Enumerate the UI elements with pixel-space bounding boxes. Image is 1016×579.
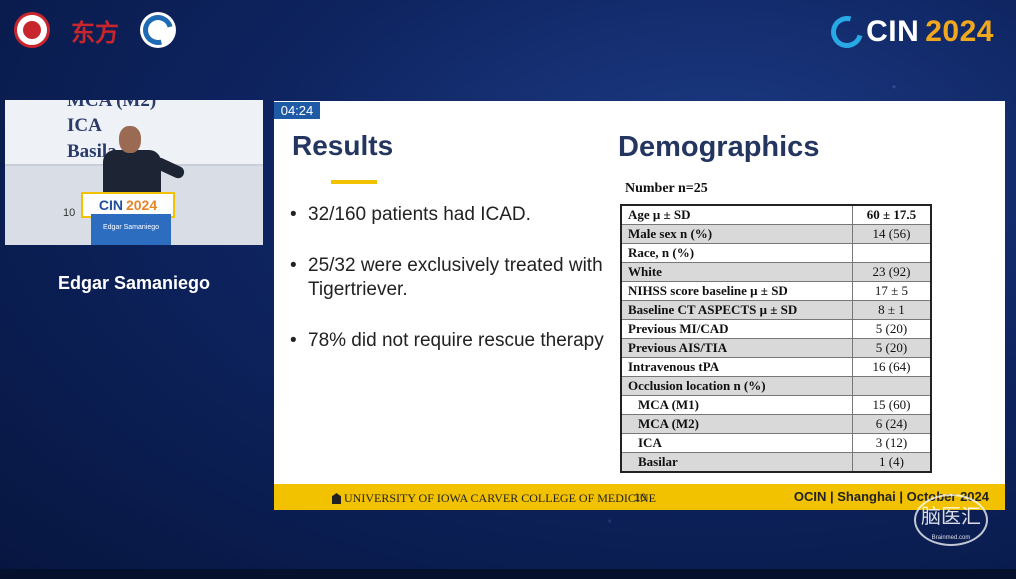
title-accent-bar: [331, 180, 377, 184]
speaker-figure: [103, 126, 187, 194]
bullet-text: 32/160 patients had ICAD.: [308, 204, 531, 225]
hospital-seal-icon: [14, 12, 50, 48]
bullet-item: • 25/32 were exclusively treated with Tig…: [290, 254, 610, 302]
top-logo-bar: 东方: [14, 9, 179, 51]
table-row: Previous MI/CAD 5 (20): [620, 319, 932, 339]
bullet-text: 78% did not require rescue therapy: [308, 330, 604, 351]
table-row: Age μ ± SD 60 ± 17.5: [620, 204, 932, 225]
table-cell-label: MCA (M1): [620, 395, 853, 415]
table-row: NIHSS score baseline μ ± SD 17 ± 5: [620, 281, 932, 301]
table-cell-label: ICA: [620, 433, 853, 453]
table-cell-label: White: [620, 262, 853, 282]
event-logo-text: CIN: [866, 15, 920, 48]
table-cell-value: [852, 243, 932, 263]
table-cell-value: 5 (20): [852, 319, 932, 339]
podium-sign-text: CIN: [98, 197, 123, 213]
table-cell-value: 15 (60): [852, 395, 932, 415]
event-logo-icon: [825, 10, 869, 54]
bullet-icon: •: [290, 204, 297, 225]
bullet-item: • 78% did not require rescue therapy: [290, 329, 610, 353]
table-cell-label: Baseline CT ASPECTS μ ± SD: [620, 300, 853, 320]
table-cell-value: 6 (24): [852, 414, 932, 434]
table-cell-value: 60 ± 17.5: [852, 204, 932, 225]
event-logo: CIN 2024: [825, 10, 994, 54]
results-bullets: • 32/160 patients had ICAD. • 25/32 were e…: [290, 203, 610, 380]
table-row: Baseline CT ASPECTS μ ± SD 8 ± 1: [620, 300, 932, 320]
slide-footer: UNIVERSITY OF IOWA CARVER COLLEGE OF MED…: [274, 484, 1005, 510]
table-cell-value: [852, 376, 932, 396]
video-bg-line: ICA: [67, 115, 102, 136]
presentation-slide: Results • 32/160 patients had ICAD. • 25/3…: [274, 101, 1005, 510]
wave-logo-icon: [137, 9, 179, 51]
podium: Edgar Samaniego: [91, 214, 171, 245]
podium-name: Edgar Samaniego: [102, 224, 160, 231]
table-cell-label: Occlusion location n (%): [620, 376, 853, 396]
university-building-icon: [332, 493, 341, 504]
table-row: MCA (M2) 6 (24): [620, 414, 932, 434]
table-cell-label: NIHSS score baseline μ ± SD: [620, 281, 853, 301]
bullet-icon: •: [290, 255, 297, 276]
table-cell-label: Intravenous tPA: [620, 357, 853, 377]
table-cell-label: Male sex n (%): [620, 224, 853, 244]
timer: 04:24: [274, 102, 320, 119]
table-row: Intravenous tPA 16 (64): [620, 357, 932, 377]
table-cell-label: Previous MI/CAD: [620, 319, 853, 339]
table-row: Male sex n (%) 14 (56): [620, 224, 932, 244]
table-cell-label: Previous AIS/TIA: [620, 338, 853, 358]
table-cell-label: Basilar: [620, 452, 853, 473]
number-label: Number n=25: [625, 181, 708, 196]
table-cell-value: 5 (20): [852, 338, 932, 358]
university-logo: UNIVERSITY OF IOWA CARVER COLLEGE OF MED…: [332, 491, 656, 506]
watermark-subtext: Brainmed.com: [931, 535, 971, 541]
slide-page-number: 10: [634, 492, 647, 504]
video-bg-number: 10: [63, 207, 76, 219]
table-cell-label: Race, n (%): [620, 243, 853, 263]
table-row: Race, n (%): [620, 243, 932, 263]
table-cell-label: Age μ ± SD: [620, 204, 853, 225]
bullet-icon: •: [290, 330, 297, 351]
bullet-text: 25/32 were exclusively treated with Tige…: [308, 255, 603, 300]
table-cell-value: 17 ± 5: [852, 281, 932, 301]
table-row: MCA (M1) 15 (60): [620, 395, 932, 415]
demographics-table: Age μ ± SD 60 ± 17.5 Male sex n (%) 14 (56…: [620, 204, 932, 473]
bullet-item: • 32/160 patients had ICAD.: [290, 203, 610, 227]
podium-sign-year: 2024: [125, 197, 158, 213]
table-row: ICA 3 (12): [620, 433, 932, 453]
demographics-title: Demographics: [618, 131, 820, 163]
video-bg-line: MCA (M2): [67, 100, 157, 111]
calligraphy-logo-icon: 东方: [71, 17, 119, 47]
table-cell-value: 1 (4): [852, 452, 932, 473]
watermark-text: 脑医汇: [921, 506, 981, 528]
watermark-logo: 脑医汇 Brainmed.com: [914, 494, 988, 546]
results-title: Results: [292, 130, 394, 161]
table-row: White 23 (92): [620, 262, 932, 282]
table-row: Basilar 1 (4): [620, 452, 932, 473]
table-cell-value: 14 (56): [852, 224, 932, 244]
university-name: UNIVERSITY OF IOWA CARVER COLLEGE OF MED…: [344, 491, 656, 505]
table-cell-value: 8 ± 1: [852, 300, 932, 320]
bottom-bar: [0, 569, 1016, 579]
table-cell-value: 16 (64): [852, 357, 932, 377]
table-cell-label: MCA (M2): [620, 414, 853, 434]
speaker-name: Edgar Samaniego: [57, 273, 211, 293]
table-cell-value: 3 (12): [852, 433, 932, 453]
event-logo-year: 2024: [925, 15, 994, 48]
speaker-video: MCA (M2) ICA Basila 10 CIN 2024 Edgar Sa…: [5, 100, 263, 245]
table-cell-value: 23 (92): [852, 262, 932, 282]
table-row: Previous AIS/TIA 5 (20): [620, 338, 932, 358]
table-row: Occlusion location n (%): [620, 376, 932, 396]
